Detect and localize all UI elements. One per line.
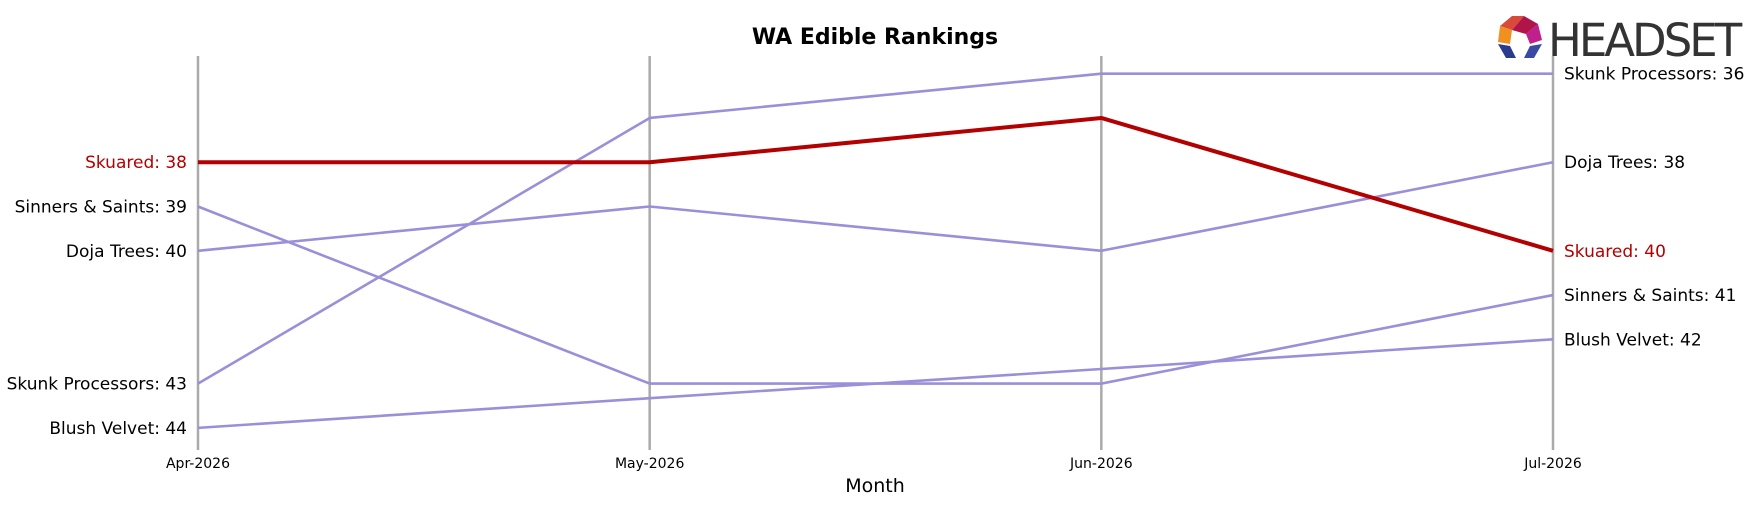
x-tick-jul-2026: Jul-2026 — [1523, 456, 1582, 472]
end-label-sinners-saints: Sinners & Saints: 41 — [1564, 286, 1736, 306]
end-label-skunk-processors: Skunk Processors: 36 — [1564, 65, 1744, 85]
x-tick-may-2026: May-2026 — [615, 456, 684, 472]
series-line-sinners-saints — [197, 205, 1554, 385]
grid-lines — [196, 56, 1555, 450]
x-tick-labels: Apr-2026 May-2026 Jun-2026 Jul-2026 — [166, 456, 1582, 472]
series-lines — [197, 72, 1554, 430]
x-axis-label: Month — [845, 475, 905, 497]
series-line-doja-trees — [197, 160, 1554, 253]
series-line-skuared — [198, 115, 1554, 253]
x-tick-apr-2026: Apr-2026 — [166, 456, 230, 472]
headset-logo-text: HEADSET — [1548, 14, 1743, 67]
x-tick-jun-2026: Jun-2026 — [1069, 456, 1133, 472]
start-label-skuared: Skuared: 38 — [85, 153, 187, 173]
headset-logo: HEADSET — [1498, 14, 1746, 67]
start-label-blush-velvet: Blush Velvet: 44 — [49, 419, 187, 439]
series-line-skunk-processors — [197, 72, 1553, 385]
series-line-blush-velvet — [197, 338, 1554, 430]
start-label-sinners-saints: Sinners & Saints: 39 — [15, 198, 187, 218]
end-label-blush-velvet: Blush Velvet: 42 — [1564, 330, 1702, 350]
end-label-doja-trees: Doja Trees: 38 — [1564, 153, 1685, 173]
headset-logo-mark — [1498, 16, 1542, 58]
start-label-doja-trees: Doja Trees: 40 — [66, 242, 187, 262]
end-label-skuared: Skuared: 40 — [1564, 242, 1666, 262]
chart-title: WA Edible Rankings — [752, 25, 998, 50]
start-label-skunk-processors: Skunk Processors: 43 — [7, 375, 187, 395]
series-labels: Skuared: 38 Sinners & Saints: 39 Doja Tree… — [7, 65, 1745, 439]
